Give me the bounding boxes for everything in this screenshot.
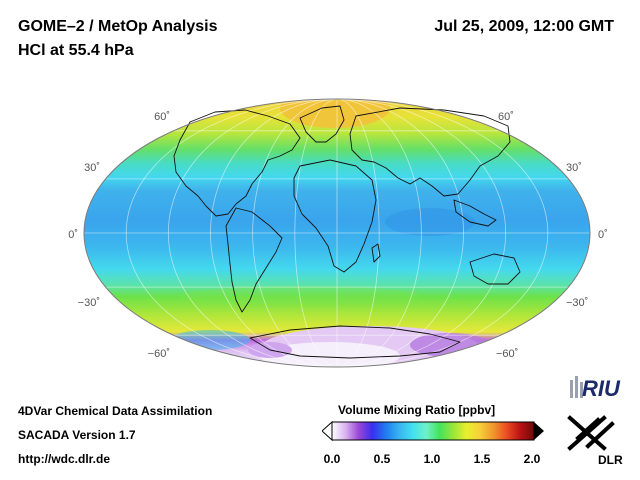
- lat-label-0-left: 0˚: [68, 229, 78, 241]
- riu-logo: RIU: [570, 376, 621, 401]
- lat-label-60n-right: 60˚: [498, 111, 514, 123]
- colorbar-min-arrow: [322, 421, 333, 441]
- colorbar-tick: 1.0: [423, 452, 441, 466]
- colorbar-gradient: [331, 421, 535, 441]
- svg-text:RIU: RIU: [582, 376, 621, 401]
- map-title: GOME–2 / MetOp Analysis: [18, 18, 218, 35]
- lat-label-30n-left: 30˚: [84, 162, 100, 174]
- colorbar: [322, 421, 544, 441]
- footer-version: SACADA Version 1.7: [18, 428, 136, 442]
- lat-label-30s-left: −30˚: [78, 297, 100, 309]
- lat-label-0-right: 0˚: [598, 229, 608, 241]
- dlr-logo: DLR: [567, 415, 623, 466]
- colorbar-tick: 1.5: [473, 452, 491, 466]
- footer-url: http://wdc.dlr.de: [18, 452, 110, 466]
- colorbar-max-arrow: [534, 422, 544, 440]
- lat-label-60s-right: −60˚: [496, 348, 518, 360]
- lat-label-30n-right: 30˚: [566, 162, 582, 174]
- analysis-date: Jul 25, 2009, 12:00 GMT: [434, 18, 614, 35]
- map-border: [83, 98, 591, 368]
- footer-assimilation: 4DVar Chemical Data Assimilation: [18, 404, 213, 418]
- mollweide-map: 60˚ 30˚ 0˚ −30˚ −60˚ 60˚ 30˚ 0˚ −30˚ −60…: [68, 98, 608, 368]
- colorbar-tick: 2.0: [523, 452, 541, 466]
- colorbar-tick: 0.5: [373, 452, 391, 466]
- map-subtitle: HCl at 55.4 hPa: [18, 42, 134, 59]
- lat-label-60n-left: 60˚: [154, 111, 170, 123]
- coastlines: [173, 105, 521, 359]
- colorbar-title: Volume Mixing Ratio [ppbv]: [338, 403, 496, 417]
- colorbar-tick: 0.0: [323, 452, 341, 466]
- lat-label-60s-left: −60˚: [148, 348, 170, 360]
- svg-text:DLR: DLR: [598, 453, 623, 466]
- lat-label-30s-right: −30˚: [566, 297, 588, 309]
